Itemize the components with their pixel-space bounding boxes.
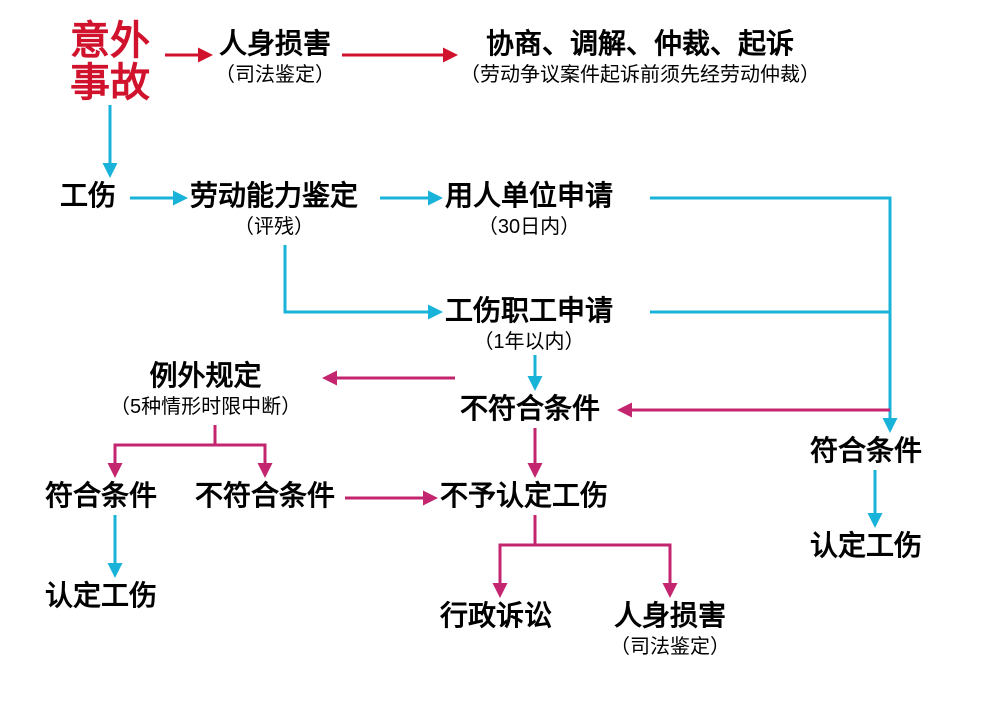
edge	[215, 445, 265, 475]
node-title: 不符合条件	[195, 480, 335, 512]
node-title: 行政诉讼	[440, 600, 552, 632]
node-sub: （评残）	[190, 216, 358, 239]
node-sub: （司法鉴定）	[215, 64, 335, 87]
node-title: 协商、调解、仲裁、起诉	[460, 28, 820, 60]
node-title: 例外规定	[110, 360, 301, 392]
node-recog_l: 认定工伤	[45, 580, 157, 612]
node-title: 人身损害	[215, 28, 335, 60]
edge	[535, 545, 670, 595]
node-title: 认定工伤	[45, 580, 157, 612]
node-notqual: 不符合条件	[460, 393, 600, 425]
node-employer: 用人单位申请 （30日内）	[445, 180, 613, 239]
node-recog_r: 认定工伤	[810, 530, 922, 562]
node-notrecog: 不予认定工伤	[440, 480, 608, 512]
node-title: 符合条件	[45, 480, 157, 512]
node-ability: 劳动能力鉴定 （评残）	[190, 180, 358, 239]
node-notqual_l: 不符合条件	[195, 480, 335, 512]
node-title: 用人单位申请	[445, 180, 613, 212]
node-title: 人身损害	[610, 600, 730, 632]
node-admin: 行政诉讼	[440, 600, 552, 632]
node-title: 认定工伤	[810, 530, 922, 562]
edge	[115, 425, 215, 475]
edge	[650, 198, 890, 390]
node-title: 劳动能力鉴定	[190, 180, 358, 212]
node-title: 工伤职工申请	[445, 295, 613, 327]
edge	[500, 515, 535, 595]
node-injury1: 人身损害 （司法鉴定）	[215, 28, 335, 87]
node-sub: （劳动争议案件起诉前须先经劳动仲裁）	[460, 64, 820, 87]
node-employee: 工伤职工申请 （1年以内）	[445, 295, 613, 354]
node-sub: （5种情形时限中断）	[110, 396, 301, 419]
node-sub: （30日内）	[445, 216, 613, 239]
edge	[285, 245, 440, 312]
node-injury2: 人身损害 （司法鉴定）	[610, 600, 730, 659]
node-workinj: 工伤	[60, 180, 116, 212]
node-sub: （司法鉴定）	[610, 636, 730, 659]
node-title: 工伤	[60, 180, 116, 212]
node-title: 意外事故	[70, 20, 150, 104]
node-qual_r: 符合条件	[810, 435, 922, 467]
flowchart-stage: 意外事故人身损害（司法鉴定）协商、调解、仲裁、起诉（劳动争议案件起诉前须先经劳动…	[0, 0, 1007, 702]
node-exception: 例外规定 （5种情形时限中断）	[110, 360, 301, 419]
node-sub: （1年以内）	[445, 331, 613, 354]
node-title: 不符合条件	[460, 393, 600, 425]
node-title: 不予认定工伤	[440, 480, 608, 512]
node-root: 意外事故	[70, 20, 150, 104]
node-resolve: 协商、调解、仲裁、起诉 （劳动争议案件起诉前须先经劳动仲裁）	[460, 28, 820, 87]
node-qual_l: 符合条件	[45, 480, 157, 512]
node-title: 符合条件	[810, 435, 922, 467]
